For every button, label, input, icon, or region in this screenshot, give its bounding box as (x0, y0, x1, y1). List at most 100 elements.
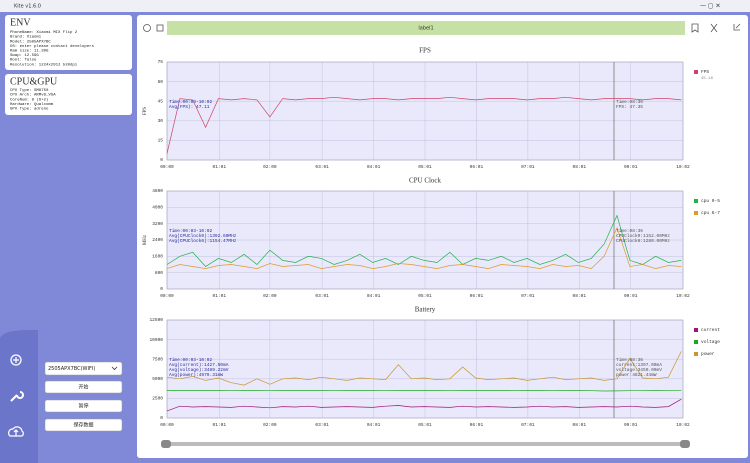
env-line: PhoneName: Xiaomi MIX Flip 2 (10, 30, 78, 35)
toolbar-icon[interactable] (733, 23, 741, 31)
env-line: Swap: 12.59G (10, 54, 39, 58)
annotation: Time:00:03-10:02 (169, 99, 213, 105)
chart-title: CPU Clock (409, 177, 442, 185)
x-tick-label: 10:02 (676, 293, 690, 299)
add-icon-plus (13, 357, 19, 363)
annotation: voltage:3450.00mV (616, 367, 662, 373)
select-arrow (111, 366, 118, 371)
x-tick-label: 07:01 (521, 422, 535, 428)
x-tick-label: 09:01 (624, 164, 638, 170)
x-tick-label: 01:01 (213, 293, 227, 299)
y-tick-label: 1600 (152, 254, 163, 260)
x-tick-label: 03:01 (315, 164, 329, 170)
legend-swatch (694, 352, 698, 356)
annotation: Avg(FPS): 47.11 (169, 104, 210, 110)
annotation: Avg(voltage):3489.22mV (169, 367, 229, 373)
x-tick-label: 00:00 (160, 164, 174, 170)
legend-swatch (694, 199, 698, 203)
settings-icon[interactable] (10, 391, 24, 402)
x-tick-label: 02:00 (263, 164, 277, 170)
slider-handle[interactable] (161, 440, 171, 448)
label-bar (167, 21, 685, 35)
time-slider[interactable] (163, 442, 688, 446)
cpu-gpu-panel (5, 74, 132, 115)
x-tick-label: 05:01 (418, 422, 432, 428)
annotation: CPUClock6:1280.00MHz (616, 238, 670, 244)
y-tick-label: 15 (158, 138, 164, 144)
x-tick-label: 04:01 (367, 293, 381, 299)
toolbar-icon[interactable] (710, 23, 718, 33)
window-controls[interactable]: — ▢ ✕ (700, 3, 721, 10)
y-tick-label: 3200 (152, 221, 163, 227)
toolbar-icon[interactable] (691, 23, 699, 33)
x-tick-label: 04:01 (367, 422, 381, 428)
y-tick-label: 30 (158, 118, 164, 124)
device-select[interactable] (44, 361, 123, 376)
x-tick-label: 10:02 (676, 422, 690, 428)
toolbar-icon[interactable] (143, 24, 151, 32)
annotation: Time:00:03-10:02 (169, 228, 213, 234)
cpu-gpu-line: CPU Type: SM8750 (10, 89, 49, 93)
x-tick-label: 06:01 (470, 422, 484, 428)
button-label: 保存数据 (73, 422, 93, 429)
env-line: OS: enter please contact developers (10, 44, 95, 49)
y-axis-label: FPS (143, 107, 148, 116)
button[interactable] (44, 418, 123, 432)
upload-icon[interactable] (8, 426, 24, 437)
y-tick-label: 0 (160, 286, 163, 292)
annotation: Avg(CPUClock6):1154.47MHz (169, 238, 237, 244)
x-tick-label: 08:01 (573, 164, 587, 170)
x-tick-label: 02:00 (263, 293, 277, 299)
cpu-gpu-line: Hardware: Qualcomm (10, 102, 54, 107)
x-tick-label: 01:01 (213, 422, 227, 428)
title-bar (0, 0, 750, 12)
add-icon[interactable] (10, 354, 22, 366)
x-tick-label: 02:00 (263, 422, 277, 428)
series-line (166, 351, 682, 386)
annotation: CPUClock0:1152.00MHz (616, 233, 670, 239)
y-tick-label: 5000 (152, 376, 163, 382)
series-line (166, 398, 682, 412)
y-tick-label: 45 (158, 98, 164, 104)
toolbar-icon[interactable] (156, 24, 164, 32)
legend-label: current (701, 327, 720, 333)
button-label: 开始 (78, 384, 88, 391)
env-line: Model: 2505APX7BC (10, 39, 51, 44)
x-tick-label: 00:00 (160, 422, 174, 428)
env-line: Resolution: 1224x2912 520dpi (10, 62, 78, 67)
legend-swatch (694, 328, 698, 332)
x-tick-label: 08:01 (573, 422, 587, 428)
annotation: power:4821.44mW (616, 372, 657, 378)
y-tick-label: 7500 (152, 356, 163, 362)
annotation: Time:08:36 (616, 99, 643, 105)
series-line (166, 226, 682, 269)
series-line (166, 214, 682, 267)
button[interactable] (44, 399, 123, 413)
x-tick-label: 09:01 (624, 293, 638, 299)
chart-title: FPS (419, 47, 431, 55)
annotation: Avg(current):1427.50mA (169, 362, 229, 368)
side-nav (0, 330, 38, 463)
annotation: Time:00:03-10:02 (169, 357, 213, 363)
y-tick-label: 0 (160, 157, 163, 163)
y-tick-label: 12500 (149, 317, 163, 323)
chart-title: Battery (415, 306, 436, 314)
button-label: 暂停 (78, 403, 88, 410)
x-tick-label: 06:01 (470, 293, 484, 299)
legend-swatch (694, 340, 698, 344)
x-tick-label: 10:02 (676, 164, 690, 170)
slider-handle[interactable] (680, 440, 690, 448)
label-text: label1 (418, 26, 433, 32)
button[interactable] (44, 380, 123, 394)
y-tick-label: 75 (158, 59, 164, 65)
x-tick-label: 01:01 (213, 164, 227, 170)
env-panel (5, 15, 132, 70)
cpu-gpu-line: CoreNum: 8 (6+2) (10, 97, 48, 102)
x-tick-label: 09:01 (624, 422, 638, 428)
y-tick-label: 4800 (152, 188, 163, 194)
x-tick-label: 03:01 (315, 422, 329, 428)
cpu-gpu-heading: CPU&GPU (10, 76, 58, 87)
device-select-text: 2505APX7BC(WIFI) (48, 366, 95, 372)
x-tick-label: 08:01 (573, 293, 587, 299)
